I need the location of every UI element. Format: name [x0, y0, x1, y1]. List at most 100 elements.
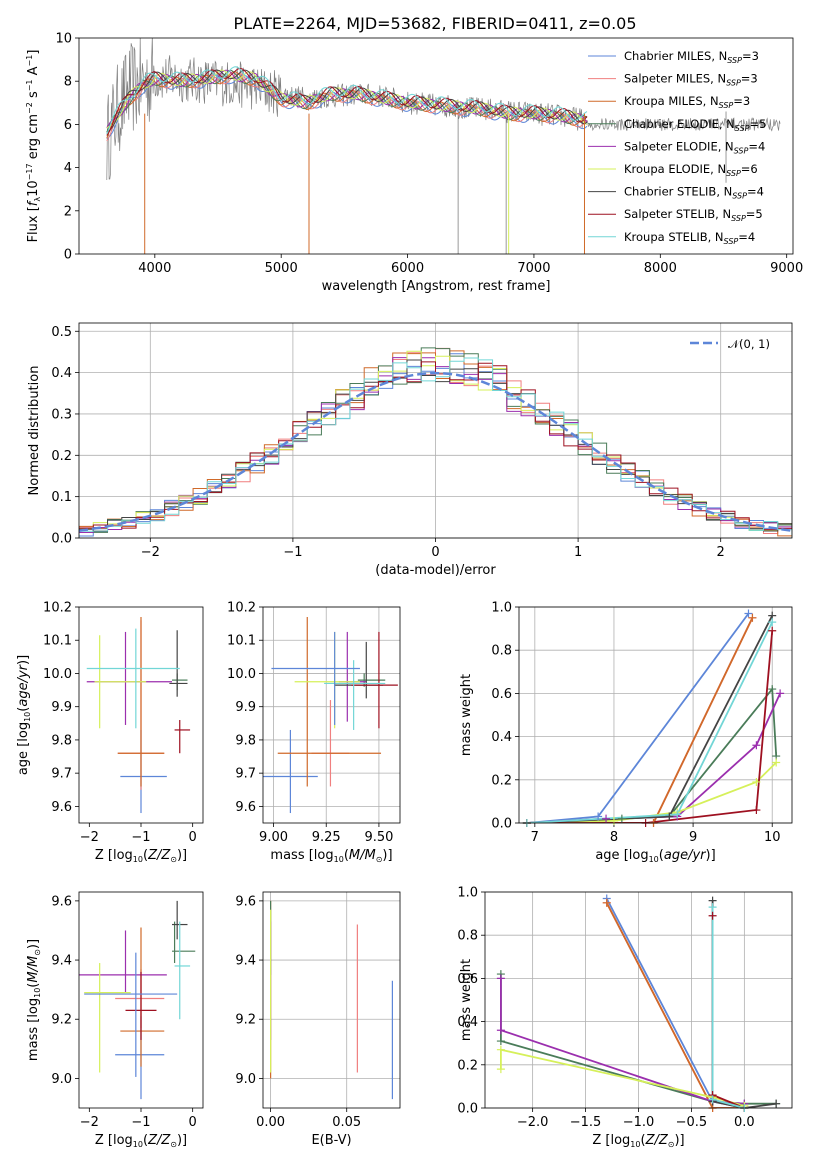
label-part: ⊙: [170, 1140, 177, 1149]
weight-marker: [748, 613, 757, 622]
y-tick-label: 1.0: [491, 601, 512, 616]
x-axis-label: wavelength [Angstrom, rest frame]: [322, 279, 551, 294]
y-tick-label: 10.0: [227, 667, 256, 682]
weight-marker: [708, 911, 717, 920]
x-tick-label: 4000: [138, 261, 171, 276]
label-part: (: [640, 1133, 645, 1148]
legend-part: Kroupa MILES, N: [624, 94, 719, 108]
label-part: )]: [706, 848, 716, 863]
weight-marker: [752, 777, 761, 786]
weight-marker: [772, 758, 781, 767]
y-tick-label: 10.2: [43, 601, 72, 616]
legend-part: Kroupa STELIB, N: [624, 230, 724, 244]
model-line-1: [106, 72, 588, 142]
plot-area: [79, 900, 196, 1100]
label-part: (: [659, 848, 664, 863]
axes-frame: [78, 322, 793, 539]
label-part: ⊙: [668, 1140, 675, 1149]
y-tick-label: 1.0: [457, 886, 478, 901]
legend-part: SSP: [731, 214, 746, 223]
x-tick-label: 10: [764, 830, 781, 845]
label-part: age/yr: [16, 663, 31, 706]
weight-line-7: [711, 915, 745, 1108]
axes-frame: [78, 606, 204, 824]
label-part: mass weight: [459, 959, 474, 1041]
y-tick-label: 0.6: [491, 687, 512, 702]
legend-part: =4: [738, 230, 755, 244]
label-part: A: [26, 66, 41, 79]
legend-part: SSP: [726, 169, 741, 178]
y-tick-label: 0.1: [51, 490, 72, 505]
label-part: (: [143, 848, 148, 863]
panel-age-vs-mass: 9.00 9.25 9.50 9.6 9.7 9.8 9.9 10.0 10.1 10.2 mass…: [227, 601, 401, 864]
weight-marker: [708, 903, 717, 912]
legend-label: Kroupa STELIB, NSSP=4: [624, 230, 755, 246]
label-part: )]: [674, 1133, 684, 1148]
model-line-6: [106, 69, 588, 133]
legend-part: =3: [733, 94, 750, 108]
label-part: )]: [26, 939, 41, 949]
weight-marker: [496, 974, 505, 983]
panel-mass-vs-EBV: 0.00 0.05 9.0 9.2 9.4 9.6 E(B-V): [235, 891, 401, 1148]
x-axis-label: Z [log10(Z/Z⊙)]: [95, 1133, 187, 1149]
y-tick-label: 4: [64, 161, 72, 176]
y-tick-label: 9.0: [51, 1072, 72, 1087]
weight-marker: [665, 812, 674, 821]
weight-marker: [776, 689, 785, 698]
x-tick-label: 7: [531, 830, 539, 845]
plot-area: [86, 616, 191, 814]
legend-part: Chabrier MILES, N: [624, 49, 727, 63]
label-part: −1: [25, 55, 34, 67]
plot-area: [79, 347, 792, 538]
legend-part: SSP: [726, 79, 741, 88]
legend-part: =6: [741, 162, 758, 176]
weight-marker: [744, 609, 753, 618]
x-tick-label: 8000: [644, 261, 677, 276]
weight-line-6: [526, 615, 774, 823]
label-part: 10: [33, 988, 42, 998]
label-part: (: [16, 707, 31, 712]
legend-part: =4: [747, 185, 764, 199]
label-part: )]: [177, 1133, 187, 1148]
x-tick-label: 8: [610, 830, 618, 845]
y-tick-label: 9.2: [51, 1013, 72, 1028]
y-tick-label: 10.2: [227, 601, 256, 616]
y-tick-label: 9.7: [235, 767, 256, 782]
label-part: 10: [334, 855, 344, 864]
y-tick-label: 10.1: [227, 634, 256, 649]
panel-massweight-vs-Z: −2.0 −1.5 −1.0 −0.5 0.0 0.0 0.2 0.4 0.6 0.8 1.0 Z […: [457, 886, 793, 1149]
label-part: −1: [25, 79, 34, 91]
label-part: (: [344, 848, 349, 863]
x-axis-label: mass [log10(M/M⊙)]: [270, 848, 392, 864]
label-part: 10: [26, 180, 41, 197]
model-line-7: [106, 68, 588, 136]
weight-line-2: [605, 902, 745, 1108]
label-part: 10: [133, 855, 143, 864]
y-tick-label: 0.4: [457, 1015, 478, 1030]
y-axis-label: age [log10(age/yr)]: [16, 655, 32, 775]
label-part: mass weight: [459, 674, 474, 756]
label-part: ⊙: [170, 855, 177, 864]
y-tick-label: 9.4: [235, 954, 256, 969]
weight-marker: [496, 1026, 505, 1035]
y-tick-label: 2: [64, 204, 72, 219]
label-part: mass [log: [270, 848, 333, 863]
y-tick-label: 10: [55, 32, 72, 47]
x-tick-label: −1: [131, 1115, 150, 1130]
y-tick-label: 0.2: [457, 1058, 478, 1073]
label-part: Flux [: [26, 206, 41, 242]
legend-label: Chabrier STELIB, NSSP=4: [624, 185, 764, 201]
y-tick-label: 9.6: [51, 894, 72, 909]
figure-title: PLATE=2264, MJD=53682, FIBERID=0411, z=0…: [233, 14, 636, 33]
x-tick-label: 5000: [265, 261, 298, 276]
y-tick-label: 9.8: [235, 733, 256, 748]
x-tick-label: 7000: [517, 261, 550, 276]
y-tick-label: 0.3: [51, 407, 72, 422]
weight-line-7: [526, 630, 774, 823]
label-part: M/M: [26, 956, 41, 983]
label-part: age/yr: [664, 848, 707, 863]
weight-line-3: [526, 686, 778, 823]
x-tick-label: 6000: [391, 261, 424, 276]
weight-line-8: [711, 907, 745, 1108]
